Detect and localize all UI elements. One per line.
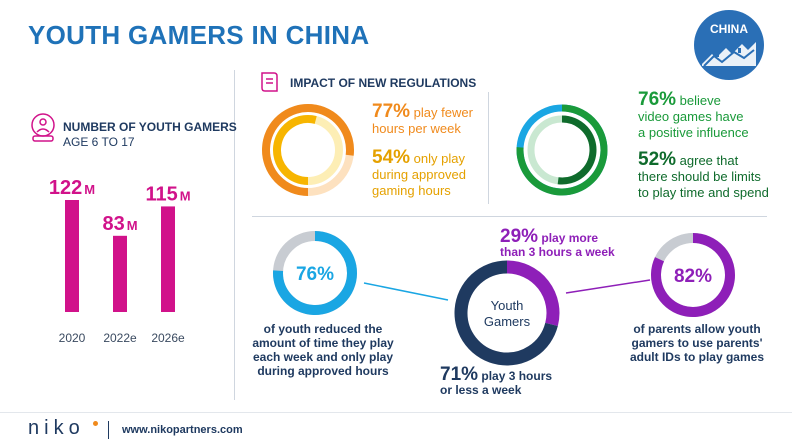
inf-stat2-pct: 52% xyxy=(638,149,677,170)
youth-count-subheading: AGE 6 TO 17 xyxy=(63,135,135,149)
divider-left xyxy=(234,70,235,400)
inf-stat2: 52% agree that there should be limits to… xyxy=(638,149,769,201)
reduced-text-a: of youth reduced the xyxy=(263,322,383,336)
influence-donut-svg xyxy=(516,104,608,196)
yg-bottom-pct: 71% xyxy=(440,364,479,385)
reduced-text-b: amount of time they play xyxy=(252,336,394,350)
reg-stat1: 77% play fewer hours per week xyxy=(372,101,473,137)
inf-stat2-text-b: there should be limits xyxy=(638,169,761,184)
inf-stat1: 76% believe video games have a positive … xyxy=(638,89,749,141)
scroll-icon xyxy=(258,70,280,99)
great-wall-icon xyxy=(694,10,764,80)
yg-top-text-b: than 3 hours a week xyxy=(500,245,615,259)
youth-gamers-center-b: Gamers xyxy=(483,314,531,329)
youth-gamers-donut xyxy=(452,258,562,373)
reduced-text-d: during approved hours xyxy=(257,364,389,378)
bar-unit: M xyxy=(127,218,138,233)
bar-unit: M xyxy=(180,188,191,203)
badge-label: CHINA xyxy=(710,22,748,36)
reg-stat2-text-a: only play xyxy=(413,151,465,166)
yg-arc-less xyxy=(454,260,558,366)
bar-label-2026e: 2026e xyxy=(151,331,185,345)
divider-middle xyxy=(252,216,767,217)
yg-top-stat: 29% play more than 3 hours a week xyxy=(500,227,615,259)
reduced-donut-svg: 76% xyxy=(273,231,357,315)
yg-top-pct: 29% xyxy=(500,226,539,247)
divider-top-right xyxy=(488,92,489,204)
yg-bottom-stat: 71% play 3 hours or less a week xyxy=(440,365,553,397)
inf-stat2-text-c: to play time and spend xyxy=(638,185,769,200)
regulations-heading: IMPACT OF NEW REGULATIONS xyxy=(290,76,477,90)
reg-stat2: 54% only play during approved gaming hou… xyxy=(372,147,466,199)
influence-donut xyxy=(512,100,612,205)
bar-value-2020: 122 M xyxy=(49,177,95,199)
bar-2020 xyxy=(65,200,79,312)
yg-bottom-text-a: play 3 hours xyxy=(481,369,553,383)
reduced-pct: 76% xyxy=(296,264,334,285)
reduced-donut: 76% xyxy=(270,228,360,323)
reg-inner-arc xyxy=(273,115,317,185)
reg-stat2-text-c: gaming hours xyxy=(372,183,451,198)
reg-stat1-text-a: play fewer xyxy=(413,105,473,120)
youth-bar-chart: 122 M 2020 83 M 2022e 115 M 2026e xyxy=(40,170,220,350)
youth-gamers-center-a: Youth xyxy=(490,298,524,313)
brand-dot xyxy=(93,421,98,426)
youth-gamers-center: Youth Gamers xyxy=(452,298,562,330)
bar-label-2022e: 2022e xyxy=(103,331,137,345)
reduced-text-c: each week and only play xyxy=(252,350,394,364)
brand-name: NIKO xyxy=(28,417,85,439)
page-title: YOUTH GAMERS IN CHINA xyxy=(28,20,370,50)
connector-left xyxy=(363,282,449,301)
bar-value-2022e: 83 M xyxy=(102,213,137,235)
inf-outer-arc xyxy=(516,104,608,196)
reg-outer-arc xyxy=(262,104,354,196)
regulations-donut xyxy=(258,100,358,205)
yg-top-text-a: play more xyxy=(541,231,599,245)
china-badge: CHINA xyxy=(692,8,766,82)
bar-value-2026e: 115 M xyxy=(145,183,190,205)
yg-bottom-text-b: or less a week xyxy=(440,383,522,397)
reg-stat1-pct: 77% xyxy=(372,101,411,122)
parents-arc xyxy=(651,233,735,317)
inf-stat2-text-a: agree that xyxy=(679,153,739,168)
parents-text-c: adult IDs to play games xyxy=(629,350,765,364)
reduced-arc xyxy=(273,231,357,315)
inf-inner-arc xyxy=(557,115,597,185)
youth-bar-chart-svg: 122 M 2020 83 M 2022e 115 M 2026e xyxy=(49,177,191,345)
footer-separator xyxy=(108,421,109,439)
reg-stat2-pct: 54% xyxy=(372,147,411,168)
youth-gamers-donut-svg xyxy=(454,260,560,366)
reduced-text: of youth reduced the amount of time they… xyxy=(238,322,408,378)
footer-url[interactable]: www.nikopartners.com xyxy=(122,424,243,436)
youth-count-heading: NUMBER OF YOUTH GAMERS xyxy=(63,120,237,134)
bar-unit: M xyxy=(84,182,95,197)
regulations-donut-svg xyxy=(262,104,354,196)
parents-text-a: of parents allow youth xyxy=(633,322,761,336)
footer: NIKO www.nikopartners.com xyxy=(0,412,792,445)
connector-right xyxy=(565,279,651,294)
inf-stat1-text-a: believe xyxy=(679,93,721,108)
bar-label-2020: 2020 xyxy=(59,331,86,345)
brand-logo: NIKO xyxy=(28,417,85,440)
gamers-icon xyxy=(28,112,58,147)
inf-stat1-pct: 76% xyxy=(638,89,677,110)
parents-pct: 82% xyxy=(674,266,712,287)
bar-2022e xyxy=(113,235,127,312)
yg-arc-more xyxy=(506,260,560,327)
parents-text: of parents allow youth gamers to use par… xyxy=(612,322,782,364)
parents-text-b: gamers to use parents' xyxy=(631,336,763,350)
bar-2026e xyxy=(161,206,175,312)
reg-stat1-text-b: hours per week xyxy=(372,121,461,136)
inf-stat1-text-b: video games have xyxy=(638,109,744,124)
inf-stat1-text-c: a positive influence xyxy=(638,125,749,140)
reg-stat2-text-b: during approved xyxy=(372,167,466,182)
parents-donut-svg: 82% xyxy=(651,233,735,317)
parents-donut: 82% xyxy=(648,230,738,325)
